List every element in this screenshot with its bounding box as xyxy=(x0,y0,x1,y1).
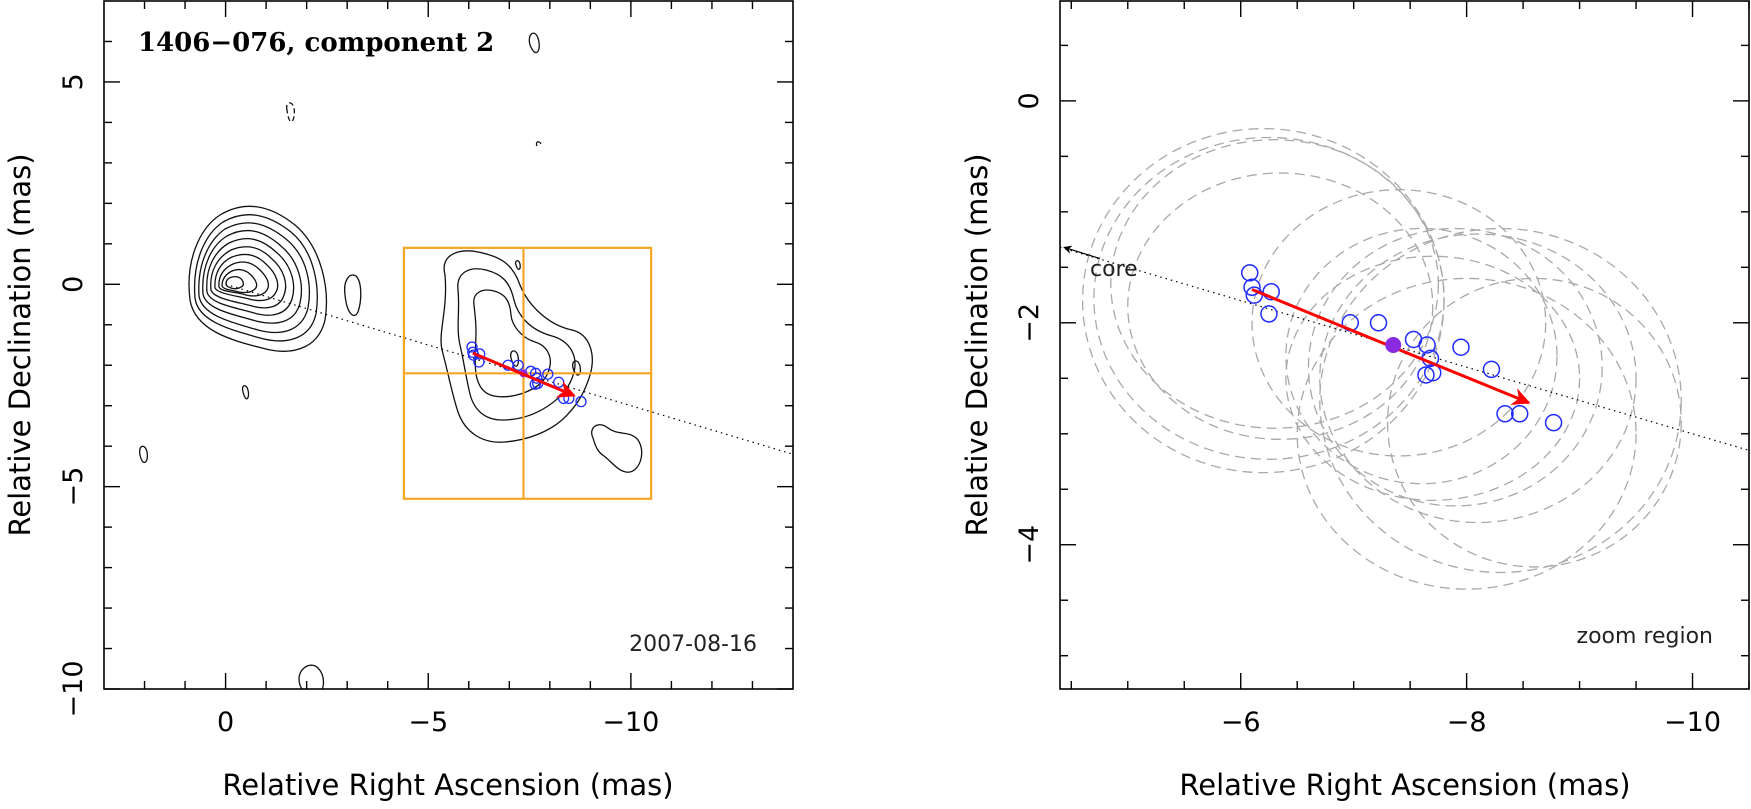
left-plot-frame xyxy=(103,0,794,690)
uncertainty-ellipse xyxy=(1251,188,1547,457)
right-y-tick-label: −4 xyxy=(1014,525,1045,565)
zoom-region-label: zoom region xyxy=(1577,624,1713,649)
left-chart-title: 1406−076, component 2 xyxy=(138,28,494,58)
uncertainty-ellipse xyxy=(1319,233,1637,524)
right-fit-point xyxy=(1496,405,1514,423)
left-x-tick-label: 0 xyxy=(217,707,234,738)
right-fit-point xyxy=(1417,366,1435,384)
uncertainty-ellipse xyxy=(1307,227,1603,507)
right-panel: −6 −8 −10 0 −2 −4 core zoom region Relative R… xyxy=(960,0,1750,802)
uncertainty-ellipse xyxy=(1093,136,1445,460)
right-fit-point xyxy=(1243,278,1261,297)
left-axis-ticks: 0 −5 −10 5 0 −5 −10 xyxy=(58,1,793,738)
right-x-tick-label: −10 xyxy=(1664,707,1721,738)
uncertainty-ellipse xyxy=(1110,139,1440,429)
right-fit-point xyxy=(1510,405,1529,423)
right-fit-point xyxy=(1241,264,1259,282)
right-axis-ticks: −6 −8 −10 0 −2 −4 xyxy=(1014,1,1750,738)
left-y-tick-label: 0 xyxy=(58,276,89,293)
core-label: core xyxy=(1090,257,1138,282)
left-y-tick-label: 5 xyxy=(58,73,89,90)
zoom-box xyxy=(402,246,653,500)
right-x-axis-label: Relative Right Ascension (mas) xyxy=(1179,768,1630,802)
left-panel: 0 −5 −10 5 0 −5 −10 1406−076, component 2 2007… xyxy=(3,0,794,802)
right-y-axis-label: Relative Declination (mas) xyxy=(960,153,994,536)
core-direction-arrow xyxy=(1063,245,1100,260)
left-x-axis-label: Relative Right Ascension (mas) xyxy=(222,768,673,802)
right-fit-point xyxy=(1482,360,1501,379)
uncertainty-ellipses xyxy=(1081,127,1682,590)
left-y-tick-label: −5 xyxy=(58,467,89,507)
mean-position-marker xyxy=(1385,337,1402,353)
uncertainty-ellipse xyxy=(1127,172,1434,440)
left-motion-vector xyxy=(472,351,576,398)
right-fit-point xyxy=(1452,338,1470,356)
right-fitted-positions xyxy=(1241,264,1563,432)
left-y-axis-label: Relative Declination (mas) xyxy=(3,153,37,536)
right-x-tick-label: −6 xyxy=(1221,707,1261,738)
uncertainty-ellipse xyxy=(1296,277,1637,590)
uncertainty-ellipse xyxy=(1285,255,1581,502)
right-y-tick-label: 0 xyxy=(1014,92,1045,109)
right-fit-point xyxy=(1369,314,1388,332)
left-fit-point xyxy=(553,376,565,388)
right-plot-frame xyxy=(1059,0,1750,690)
uncertainty-ellipse xyxy=(1285,227,1558,485)
right-fit-point xyxy=(1418,336,1436,354)
left-x-tick-label: −10 xyxy=(602,707,659,738)
left-fit-point xyxy=(575,396,587,408)
left-date-label: 2007-08-16 xyxy=(629,632,757,657)
right-fit-point xyxy=(1260,305,1278,323)
uncertainty-ellipse xyxy=(1081,127,1445,474)
left-fit-point xyxy=(512,359,524,371)
right-x-tick-label: −8 xyxy=(1447,707,1487,738)
left-fit-point xyxy=(542,368,554,380)
uncertainty-ellipse xyxy=(1386,277,1682,568)
right-y-tick-label: −2 xyxy=(1014,303,1045,343)
left-x-tick-label: −5 xyxy=(408,707,448,738)
right-trajectory-line xyxy=(1060,246,1749,451)
left-y-tick-label: −10 xyxy=(58,661,89,718)
left-contour-map xyxy=(138,32,643,689)
uncertainty-ellipse xyxy=(1319,227,1682,574)
right-fit-point xyxy=(1262,282,1280,301)
right-fit-point xyxy=(1544,413,1563,432)
left-fit-point xyxy=(466,341,478,353)
